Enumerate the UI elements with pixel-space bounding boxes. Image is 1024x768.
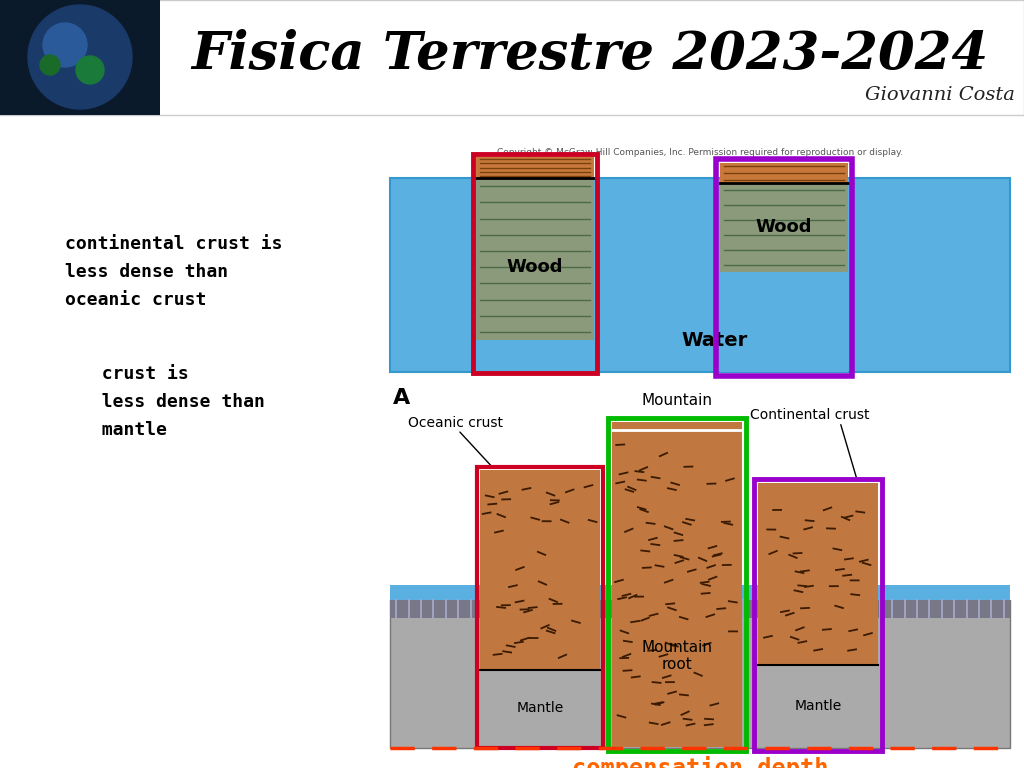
Bar [476,157,594,178]
Text: Giovanni Costa: Giovanni Costa [865,86,1015,104]
Circle shape [76,56,104,84]
Bar [476,340,594,370]
Circle shape [40,55,60,75]
Bar [720,272,848,372]
Bar [758,483,878,665]
Text: Water: Water [682,330,749,349]
Text: Mantle: Mantle [516,700,563,714]
Bar [473,154,597,373]
Bar [390,585,1010,600]
Bar [390,600,1010,618]
Text: Continental crust: Continental crust [751,408,870,422]
Circle shape [43,23,87,67]
Bar [754,479,882,751]
Bar [390,600,1010,748]
Bar [758,665,878,747]
Bar [476,178,594,340]
Bar [612,422,742,747]
Text: Oceanic crust: Oceanic crust [408,416,503,430]
Bar [716,159,852,376]
Bar [390,178,1010,372]
Text: Wood: Wood [756,219,812,237]
Bar [0,0,160,115]
Text: Mantle: Mantle [795,699,842,713]
Bar [608,418,746,751]
Bar [0,0,1024,115]
Bar [480,670,600,745]
Text: Copyright © McGraw-Hill Companies, Inc. Permission required for reproduction or : Copyright © McGraw-Hill Companies, Inc. … [497,148,903,157]
Text: Fisica Terrestre 2023-2024: Fisica Terrestre 2023-2024 [191,29,988,81]
Bar [720,183,848,272]
Text: crust is
  less dense than
  mantle: crust is less dense than mantle [80,365,265,439]
Bar [477,467,603,748]
Bar [720,163,848,183]
Text: Mountain: Mountain [641,393,713,408]
Text: Wood: Wood [507,258,563,276]
Bar [480,470,600,670]
Text: compensation depth: compensation depth [571,756,828,768]
Text: continental crust is
less dense than
oceanic crust: continental crust is less dense than oce… [65,235,283,309]
Circle shape [28,5,132,109]
Text: Mountain
root: Mountain root [641,640,713,672]
Text: A: A [393,388,411,408]
